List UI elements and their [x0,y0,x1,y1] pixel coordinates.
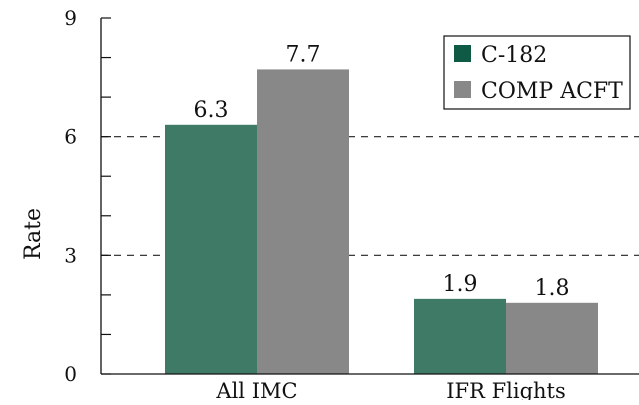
bar-comp-acft-1 [506,303,598,374]
data-label-comp-acft-0: 7.7 [286,42,321,67]
bar-c-182-1 [414,299,506,374]
data-label-c-182-0: 6.3 [194,98,229,123]
y-tick-label-9: 9 [64,6,77,30]
legend: C-182 COMP ACFT [444,36,630,109]
legend-swatch-c-182 [454,45,471,62]
bars [165,69,598,374]
legend-label-comp-acft: COMP ACFT [481,79,623,104]
bar-comp-acft-0 [257,69,349,374]
y-tick-label-6: 6 [64,125,77,149]
data-label-c-182-1: 1.9 [443,272,478,297]
legend-label-c-182: C-182 [481,43,547,68]
x-category-label-0: All IMC [215,379,297,400]
bar-c-182-0 [165,125,257,374]
y-tick-label-0: 0 [64,362,77,386]
x-category-label-1: IFR Flights [446,379,566,400]
y-tick-label-3: 3 [64,243,77,267]
legend-swatch-comp-acft [454,81,471,98]
data-label-comp-acft-1: 1.8 [535,276,570,301]
y-axis-label: Rate [21,208,46,260]
